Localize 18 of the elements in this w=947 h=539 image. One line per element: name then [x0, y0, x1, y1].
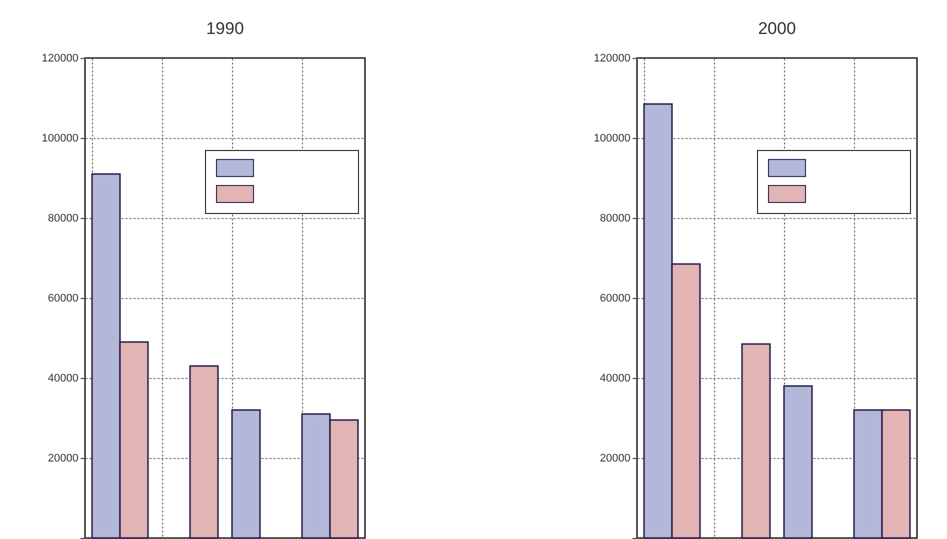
bar: [231, 409, 261, 539]
y-tick-label: 120000: [594, 52, 630, 64]
y-tick-label: 40000: [48, 372, 78, 384]
y-tick-label: 20000: [48, 452, 78, 464]
bar: [741, 343, 771, 539]
y-tick-label: 100000: [594, 132, 630, 144]
y-tick-label: 80000: [48, 212, 78, 224]
y-tick-label: 60000: [600, 292, 630, 304]
bar: [783, 385, 813, 539]
chart-title: 1990: [206, 19, 244, 38]
y-tick-label: 120000: [42, 52, 78, 64]
y-tick-label: 100000: [42, 132, 78, 144]
chart-title: 2000: [758, 19, 796, 38]
y-tick-label: 20000: [600, 452, 630, 464]
y-tick-label: 80000: [600, 212, 630, 224]
bar: [189, 365, 219, 539]
y-tick-label: 60000: [48, 292, 78, 304]
y-tick-label: 40000: [600, 372, 630, 384]
